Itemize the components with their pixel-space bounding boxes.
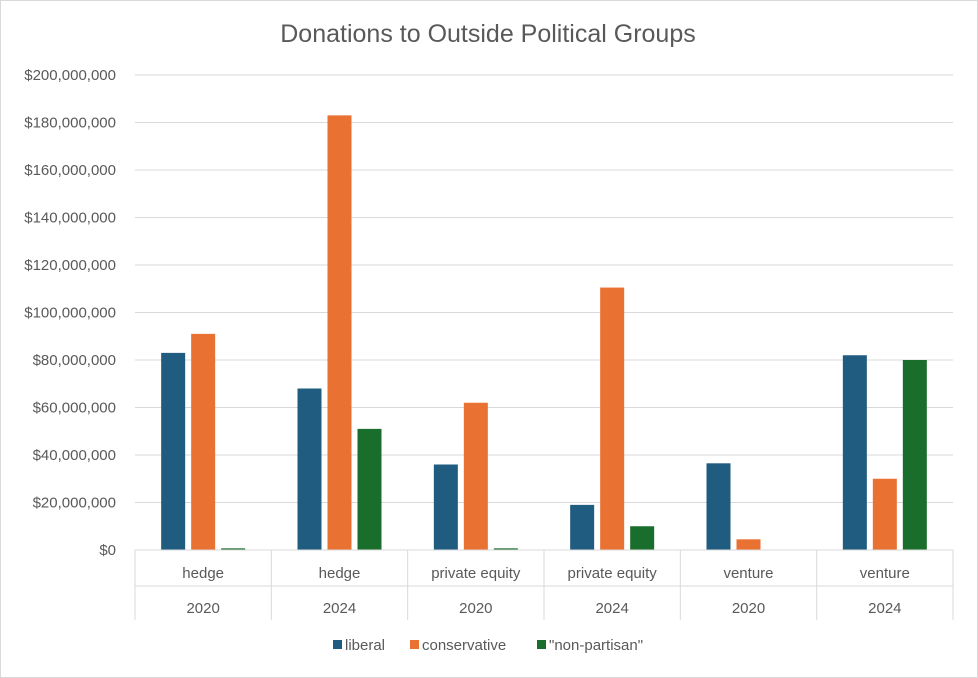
x-tick-label-year: 2020 bbox=[186, 600, 219, 617]
bar bbox=[630, 526, 655, 550]
x-tick-label-year: 2020 bbox=[459, 600, 492, 617]
x-tick-label-group: venture bbox=[860, 565, 910, 582]
x-tick-label-year: 2024 bbox=[323, 600, 356, 617]
y-tick-label: $100,000,000 bbox=[24, 305, 116, 322]
bar bbox=[736, 539, 761, 550]
bar bbox=[221, 548, 246, 550]
x-axis: hedge 2020 hedge 2024 private equity 2020 priv… bbox=[134, 549, 954, 620]
legend-label: conservative bbox=[422, 637, 506, 654]
x-tick-label-group: private equity bbox=[431, 565, 521, 582]
bar bbox=[570, 504, 595, 550]
y-tick-label: $60,000,000 bbox=[33, 400, 116, 417]
legend-label: liberal bbox=[345, 637, 385, 654]
bar bbox=[902, 360, 927, 550]
bar bbox=[191, 333, 216, 550]
bar bbox=[297, 388, 322, 550]
chart-title: Donations to Outside Political Groups bbox=[280, 20, 696, 48]
x-tick-label-year: 2024 bbox=[868, 600, 901, 617]
legend-swatch bbox=[333, 640, 342, 649]
bar bbox=[493, 548, 518, 550]
x-tick-label-group: hedge bbox=[182, 565, 224, 582]
y-axis-tick-labels: $0 $20,000,000 $40,000,000 $60,000,000 $80,0… bbox=[24, 67, 116, 559]
y-tick-label: $120,000,000 bbox=[24, 257, 116, 274]
y-tick-label: $20,000,000 bbox=[33, 495, 116, 512]
legend-label: "non-partisan" bbox=[549, 637, 643, 654]
y-tick-label: $180,000,000 bbox=[24, 115, 116, 132]
y-tick-label: $140,000,000 bbox=[24, 210, 116, 227]
y-tick-label: $80,000,000 bbox=[33, 352, 116, 369]
bar bbox=[842, 355, 867, 550]
gridlines bbox=[135, 74, 953, 551]
x-tick-label-group: venture bbox=[723, 565, 773, 582]
y-tick-label: $160,000,000 bbox=[24, 162, 116, 179]
x-tick-label-year: 2024 bbox=[595, 600, 628, 617]
x-tick-label-group: private equity bbox=[568, 565, 658, 582]
bar bbox=[161, 352, 186, 550]
legend-swatch bbox=[537, 640, 546, 649]
x-tick-label-year: 2020 bbox=[732, 600, 765, 617]
y-tick-label: $200,000,000 bbox=[24, 67, 116, 84]
x-tick-label-group: hedge bbox=[319, 565, 361, 582]
bar bbox=[600, 287, 625, 550]
y-tick-label: $40,000,000 bbox=[33, 447, 116, 464]
bar bbox=[433, 464, 458, 550]
bars bbox=[161, 115, 927, 550]
bar bbox=[872, 478, 897, 550]
bar bbox=[706, 463, 731, 550]
bar bbox=[463, 402, 488, 550]
y-tick-label: $0 bbox=[99, 542, 116, 559]
legend: liberal conservative "non-partisan" bbox=[333, 637, 643, 654]
bar bbox=[357, 428, 382, 550]
bar bbox=[327, 115, 352, 550]
legend-swatch bbox=[410, 640, 419, 649]
